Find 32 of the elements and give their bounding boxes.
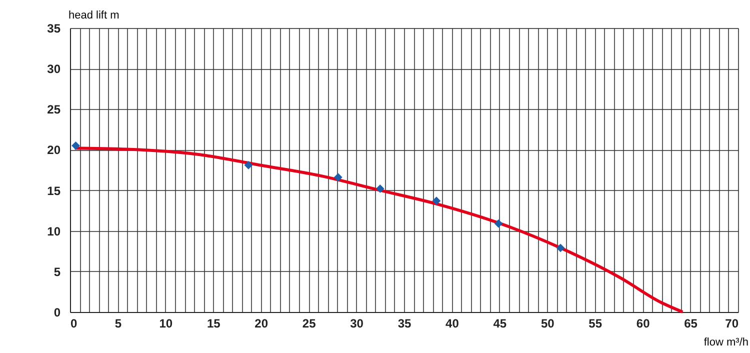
x-tick-label: 10 [159, 316, 173, 330]
y-axis-title: head lift m [68, 10, 120, 22]
y-tick-label: 30 [47, 62, 61, 76]
x-tick-label: 55 [588, 316, 602, 330]
x-tick-label: 20 [254, 316, 268, 330]
point [244, 160, 253, 170]
point [72, 141, 80, 150]
x-tick-label: 50 [540, 316, 555, 330]
y-tick-label: 0 [54, 306, 61, 320]
x-tick-label: 65 [684, 316, 698, 330]
x-tick-label: 45 [493, 316, 507, 330]
x-axis-title: flow m³/h [704, 336, 748, 348]
x-tick-label: 30 [350, 316, 364, 330]
x-tick-label: 60 [636, 316, 650, 330]
point [334, 173, 342, 182]
y-tick-label: 25 [47, 102, 61, 117]
x-tick-label: 0 [70, 316, 78, 330]
x-tick-label: 25 [302, 316, 316, 330]
y-tick-label: 10 [47, 224, 61, 238]
point [494, 219, 503, 228]
y-tick-label: 35 [47, 22, 61, 36]
point [376, 184, 384, 193]
y-tick-label: 15 [47, 184, 61, 198]
y-tick-label: 20 [47, 143, 61, 158]
x-tick-label: 40 [446, 316, 460, 330]
x-tick-label: 15 [206, 316, 221, 330]
point [556, 244, 565, 252]
x-tick-label: 5 [114, 316, 122, 330]
x-tick-label: 70 [725, 316, 739, 330]
point [432, 196, 441, 206]
y-tick-label: 5 [54, 264, 61, 279]
x-tick-label: 35 [398, 316, 412, 330]
